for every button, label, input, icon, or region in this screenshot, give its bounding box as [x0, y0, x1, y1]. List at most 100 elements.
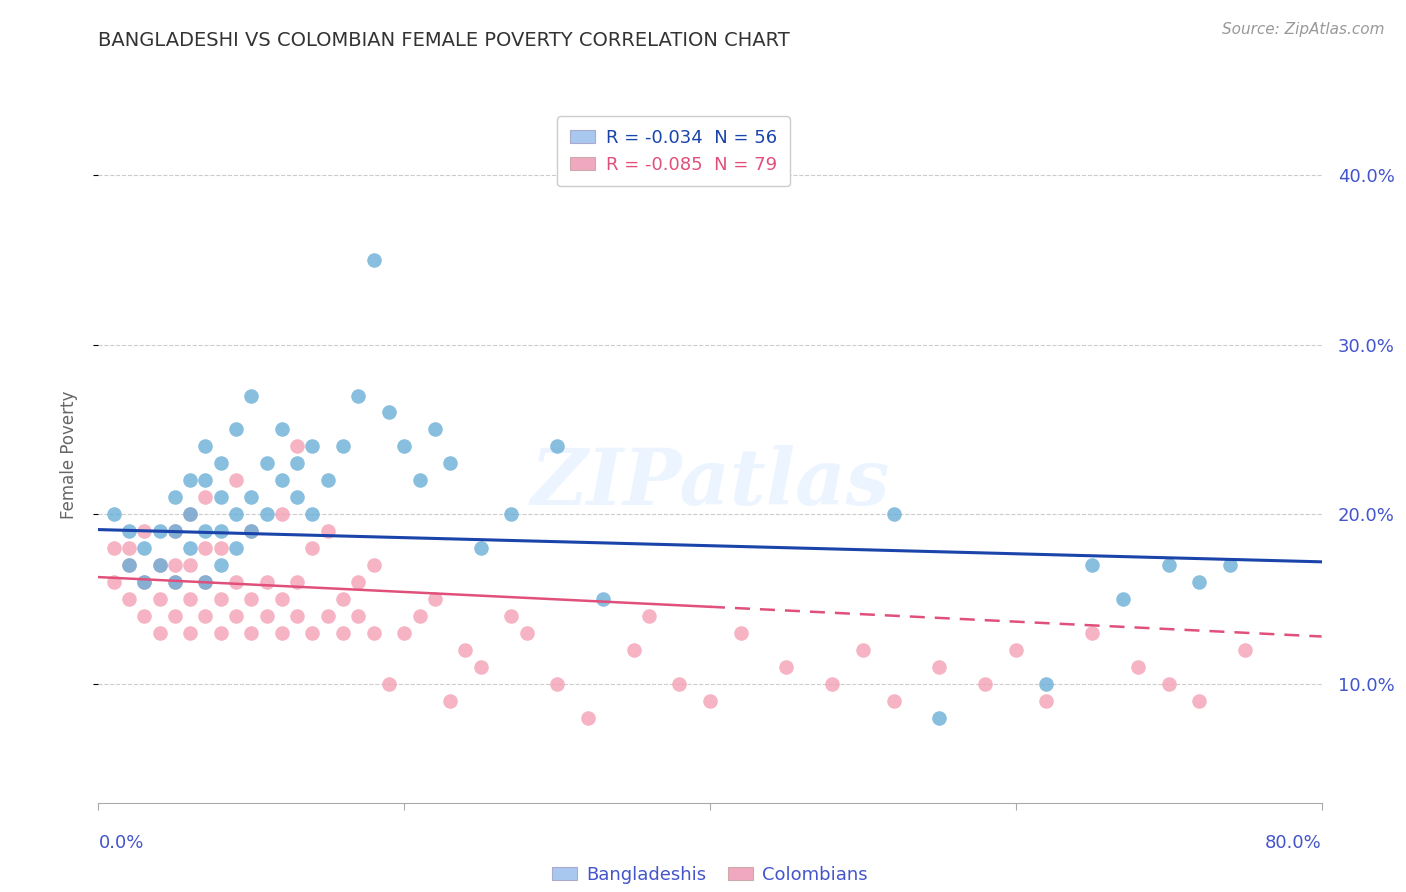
Point [163, 524, 186, 539]
Point [240, 388, 263, 402]
Point [332, 592, 354, 607]
Point [347, 575, 370, 590]
Point [149, 558, 172, 573]
Legend: Bangladeshis, Colombians: Bangladeshis, Colombians [544, 859, 876, 891]
Point [194, 575, 217, 590]
Point [668, 677, 690, 691]
Point [118, 592, 141, 607]
Point [194, 541, 217, 556]
Point [501, 609, 523, 624]
Point [392, 439, 416, 453]
Point [1035, 677, 1057, 691]
Point [301, 439, 323, 453]
Point [194, 474, 217, 488]
Point [423, 422, 446, 436]
Point [821, 677, 844, 691]
Point [256, 508, 278, 522]
Point [209, 541, 232, 556]
Point [1219, 558, 1241, 573]
Point [1004, 643, 1026, 657]
Point [240, 491, 263, 505]
Point [179, 626, 201, 640]
Point [209, 491, 232, 505]
Point [163, 609, 186, 624]
Point [134, 541, 156, 556]
Point [179, 474, 201, 488]
Point [285, 609, 308, 624]
Point [546, 439, 568, 453]
Point [378, 405, 401, 419]
Point [103, 575, 125, 590]
Point [270, 474, 292, 488]
Point [316, 609, 339, 624]
Point [378, 677, 401, 691]
Point [179, 541, 201, 556]
Point [240, 592, 263, 607]
Point [179, 508, 201, 522]
Point [285, 491, 308, 505]
Y-axis label: Female Poverty: Female Poverty [59, 391, 77, 519]
Point [149, 592, 172, 607]
Point [149, 626, 172, 640]
Point [225, 508, 247, 522]
Point [149, 524, 172, 539]
Point [470, 541, 492, 556]
Text: ZIPatlas: ZIPatlas [530, 444, 890, 521]
Point [225, 541, 247, 556]
Point [270, 508, 292, 522]
Point [134, 575, 156, 590]
Point [240, 524, 263, 539]
Point [163, 575, 186, 590]
Text: 0.0%: 0.0% [98, 834, 143, 852]
Text: 80.0%: 80.0% [1265, 834, 1322, 852]
Point [347, 388, 370, 402]
Point [301, 626, 323, 640]
Point [501, 508, 523, 522]
Point [163, 575, 186, 590]
Point [285, 575, 308, 590]
Point [316, 474, 339, 488]
Point [270, 422, 292, 436]
Point [194, 491, 217, 505]
Point [730, 626, 752, 640]
Point [546, 677, 568, 691]
Point [637, 609, 661, 624]
Point [209, 558, 232, 573]
Point [256, 457, 278, 471]
Point [852, 643, 875, 657]
Point [316, 524, 339, 539]
Point [439, 457, 461, 471]
Point [225, 474, 247, 488]
Point [163, 524, 186, 539]
Point [592, 592, 614, 607]
Point [1035, 694, 1057, 708]
Point [470, 660, 492, 674]
Point [516, 626, 538, 640]
Point [883, 694, 905, 708]
Point [1157, 558, 1180, 573]
Point [332, 626, 354, 640]
Point [179, 558, 201, 573]
Point [1188, 694, 1211, 708]
Point [1128, 660, 1150, 674]
Point [134, 575, 156, 590]
Point [347, 609, 370, 624]
Point [883, 508, 905, 522]
Point [194, 609, 217, 624]
Point [270, 626, 292, 640]
Point [103, 508, 125, 522]
Point [775, 660, 797, 674]
Point [928, 660, 950, 674]
Text: BANGLADESHI VS COLOMBIAN FEMALE POVERTY CORRELATION CHART: BANGLADESHI VS COLOMBIAN FEMALE POVERTY … [98, 31, 790, 50]
Point [285, 457, 308, 471]
Point [1188, 575, 1211, 590]
Point [423, 592, 446, 607]
Point [118, 558, 141, 573]
Point [209, 592, 232, 607]
Point [118, 558, 141, 573]
Point [1081, 558, 1104, 573]
Point [1112, 592, 1135, 607]
Point [179, 508, 201, 522]
Point [1157, 677, 1180, 691]
Point [301, 508, 323, 522]
